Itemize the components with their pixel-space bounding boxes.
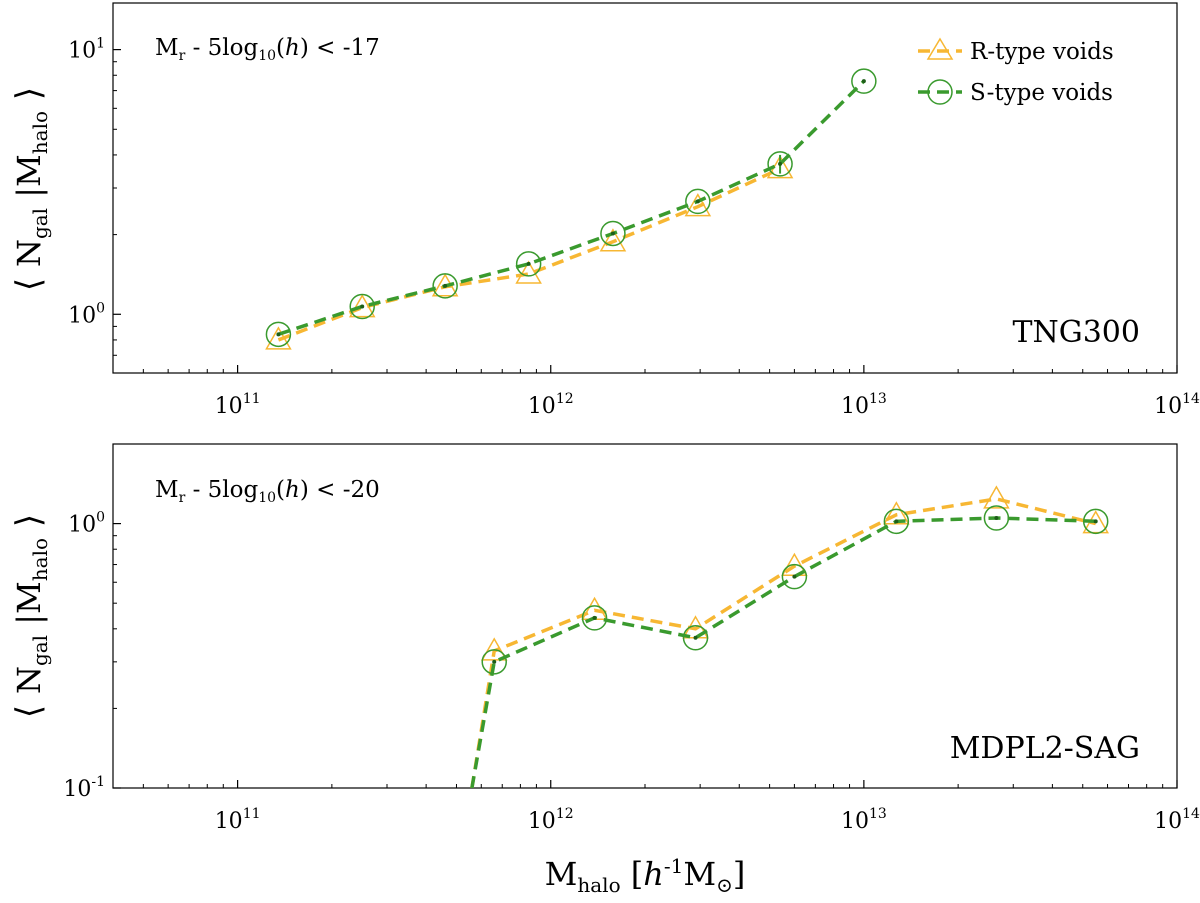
top-r-type-marker [265, 326, 292, 350]
top-s-type-marker [265, 321, 292, 348]
top-y-tick-label: 100 [68, 300, 105, 328]
bottom-s-type-point [994, 515, 999, 520]
top-r-type-marker [599, 228, 627, 252]
top-s-type-line [277, 79, 866, 336]
bottom-y-tick-label: 10-1 [63, 774, 105, 802]
bottom-magnitude-cut: Mr - 5log10(h) < -20 [155, 477, 380, 506]
bottom-x-tick-label: 1014 [1154, 806, 1200, 834]
top-series [265, 68, 877, 350]
bottom-s-type-point [492, 659, 497, 664]
top-r-type-line [277, 167, 781, 342]
bottom-x-tick-label: 1013 [841, 806, 887, 834]
bottom-s-type-point [592, 615, 597, 620]
bottom-s-type-point [1093, 519, 1098, 524]
top-s-type-marker [349, 293, 375, 320]
top-y-tick-label: 101 [68, 36, 105, 64]
top-s-type-point [695, 199, 700, 204]
top-s-type-marker [432, 273, 458, 299]
bottom-ticks: 1011 1012 1013 1014 10-1 100 [63, 443, 1200, 834]
top-simulation-label: TNG300 [1013, 315, 1141, 350]
bottom-s-type-point [894, 519, 899, 524]
bottom-s-type-marker [883, 508, 910, 535]
bottom-plot-area [470, 485, 1109, 788]
top-s-type-point [360, 304, 365, 309]
top-s-type-marker [685, 188, 711, 215]
x-axis-label: Mhalo [h-1M⊙] [545, 854, 746, 897]
top-y-axis-label: ⟨ Ngal |Mhalo ⟩ [9, 87, 52, 291]
top-x-tick-label: 1011 [215, 391, 261, 419]
bottom-s-type-marker [581, 605, 608, 631]
top-s-type-marker [515, 251, 542, 277]
bottom-s-type-marker [983, 505, 1010, 531]
top-r-type-marker [348, 294, 376, 318]
top-s-type-marker [600, 220, 626, 247]
top-plot-area [265, 68, 877, 350]
top-x-tick-label: 1013 [841, 391, 887, 419]
top-s-type-marker [851, 68, 877, 94]
legend: R-type voids S-type voids [918, 37, 1114, 106]
bottom-s-type-marker [781, 563, 808, 590]
bottom-y-tick-label: 100 [68, 510, 105, 538]
bottom-r-type-line [470, 497, 1097, 788]
top-r-type-marker [515, 260, 542, 284]
bottom-s-type-line [470, 516, 1096, 788]
top-s-type-point [276, 332, 281, 337]
legend-r-type-label: R-type voids [970, 39, 1114, 65]
legend-r-type-marker [926, 37, 954, 60]
bottom-y-axis-label: ⟨ Ngal |Mhalo ⟩ [9, 514, 52, 718]
legend-s-type-marker [927, 79, 953, 105]
top-panel: 1011 1012 1013 1014 100 101 ⟨ Ngal |Mhalo ⟩ M… [9, 2, 1200, 419]
top-s-type-point [861, 79, 866, 84]
top-x-tick-label: 1012 [528, 391, 574, 419]
top-s-type-point [778, 161, 783, 166]
top-r-type-marker [684, 193, 712, 217]
top-s-type-point [610, 231, 615, 236]
top-x-tick-label: 1014 [1154, 391, 1200, 419]
bottom-x-tick-label: 1011 [215, 806, 261, 834]
bottom-s-type-marker [1082, 508, 1109, 535]
bottom-simulation-label: MDPL2-SAG [950, 731, 1140, 766]
top-s-type-point [526, 261, 531, 266]
bottom-s-type-marker [481, 649, 507, 675]
bottom-s-type-marker [682, 625, 709, 651]
top-ticks: 1011 1012 1013 1014 100 101 [68, 36, 1200, 419]
bottom-s-type-point [693, 635, 698, 640]
bottom-x-tick-label: 1012 [528, 806, 574, 834]
top-magnitude-cut: Mr - 5log10(h) < -17 [155, 35, 380, 64]
bottom-series [470, 485, 1109, 788]
bottom-r-type-marker [983, 485, 1010, 509]
top-s-type-marker [767, 151, 793, 177]
bottom-s-type-point [792, 574, 797, 579]
legend-s-type-label: S-type voids [970, 80, 1113, 106]
top-s-type-point [443, 283, 448, 288]
bottom-r-type-marker [883, 501, 910, 525]
